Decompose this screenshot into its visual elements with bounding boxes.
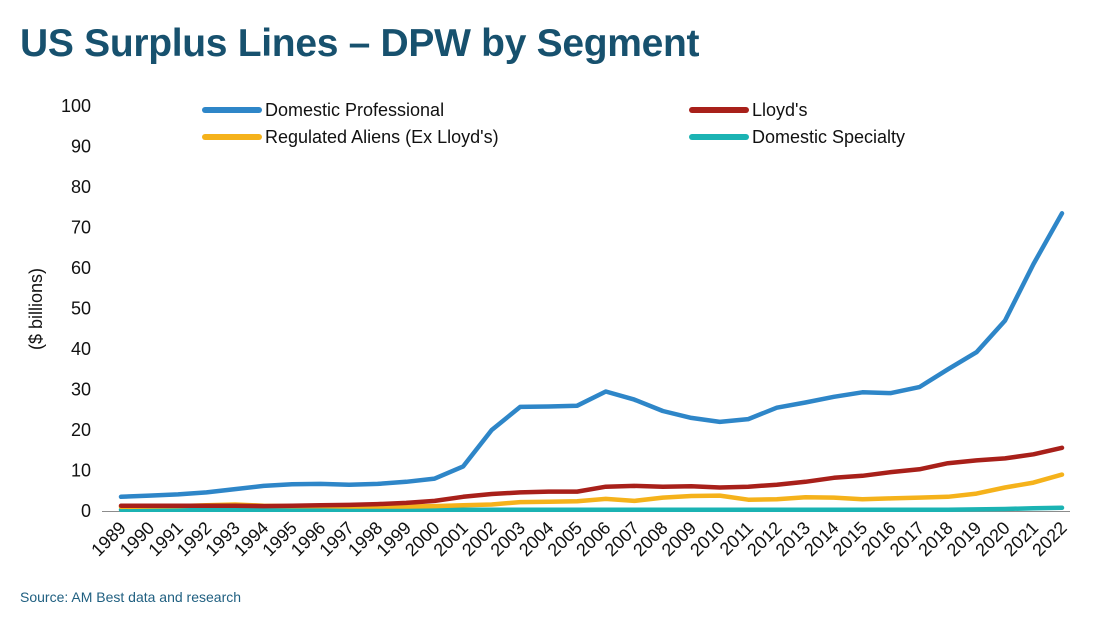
- y-tick-label: 80: [71, 177, 91, 197]
- legend-label-domestic-specialty: Domestic Specialty: [752, 127, 905, 147]
- y-tick-label: 40: [71, 339, 91, 359]
- y-tick-label: 30: [71, 380, 91, 400]
- y-tick-label: 20: [71, 420, 91, 440]
- y-tick-label: 100: [61, 96, 91, 116]
- series-line-domestic-specialty: [118, 505, 1065, 513]
- legend-label-domestic-professional: Domestic Professional: [265, 100, 444, 120]
- y-tick-label: 70: [71, 218, 91, 238]
- legend-label-regulated-aliens-ex-lloyd-s: Regulated Aliens (Ex Lloyd's): [265, 127, 499, 147]
- series-line-domestic-professional: [118, 211, 1065, 500]
- y-tick-label: 60: [71, 258, 91, 278]
- page-title: US Surplus Lines – DPW by Segment: [20, 22, 700, 65]
- series-line-lloyd-s: [118, 445, 1065, 509]
- source-note: Source: AM Best data and research: [20, 589, 242, 605]
- legend-label-lloyd-s: Lloyd's: [752, 100, 807, 120]
- x-tick-label: 2022: [1028, 518, 1070, 560]
- y-tick-label: 10: [71, 461, 91, 481]
- y-axis-title: ($ billions): [26, 268, 46, 350]
- y-tick-label: 90: [71, 137, 91, 157]
- y-tick-label: 50: [71, 299, 91, 319]
- y-tick-label: 0: [81, 501, 91, 521]
